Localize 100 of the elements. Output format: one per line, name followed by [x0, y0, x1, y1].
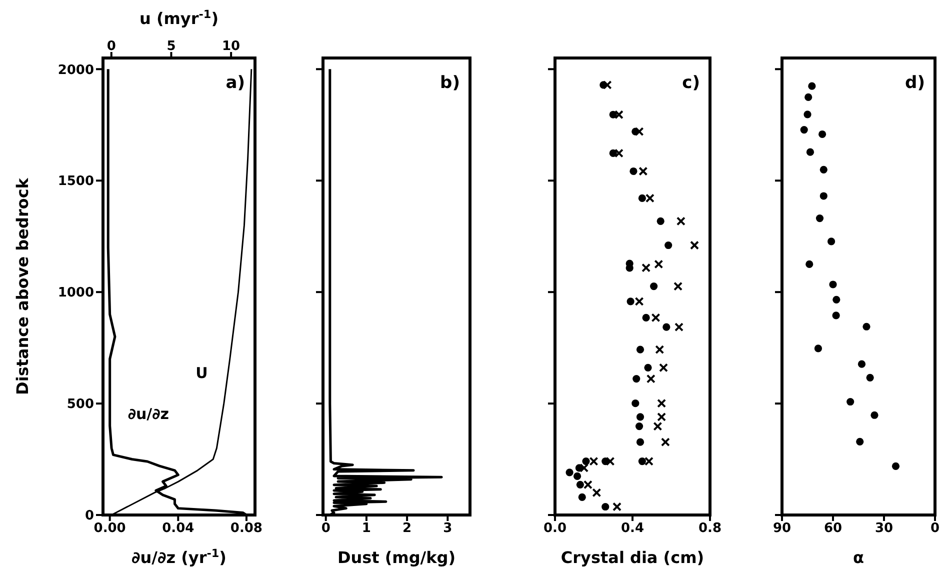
x2-tick-label: 0	[106, 39, 116, 54]
point	[656, 217, 664, 225]
x-tick-label: 0.4	[620, 521, 644, 536]
point	[626, 298, 634, 306]
x-tick-label: 0.04	[162, 521, 194, 536]
point	[650, 282, 658, 290]
point	[676, 216, 686, 226]
point	[892, 462, 900, 470]
point	[654, 260, 664, 269]
point	[856, 438, 864, 446]
point	[870, 411, 878, 419]
point	[602, 502, 610, 511]
annotation: d)	[905, 73, 925, 93]
point	[638, 457, 646, 466]
x2-axis-title: u (myr$^{-1}$)	[139, 8, 219, 28]
point	[614, 110, 624, 120]
x-tick-label: 90	[772, 521, 792, 536]
y-tick-label: 2000	[58, 62, 94, 78]
point	[832, 296, 840, 304]
point	[674, 322, 684, 332]
x-tick-label: 0	[930, 521, 940, 536]
point	[657, 398, 666, 408]
point	[820, 166, 828, 174]
point	[602, 80, 612, 90]
x2-tick-label: 10	[222, 39, 240, 54]
point	[638, 194, 646, 202]
point	[846, 398, 854, 406]
point	[829, 280, 837, 288]
point	[832, 312, 840, 320]
point	[866, 374, 874, 382]
point	[578, 493, 586, 501]
x-tick-label: 60	[824, 521, 842, 536]
point	[828, 238, 836, 246]
x-axis-title: Dust (mg/kg)	[337, 548, 456, 567]
point	[645, 194, 654, 203]
point	[808, 82, 816, 90]
point	[612, 502, 622, 512]
annotation: a)	[226, 73, 245, 93]
x-axis-title: α	[853, 548, 864, 567]
point	[660, 438, 670, 447]
point	[606, 456, 615, 466]
point	[632, 374, 640, 383]
point	[662, 323, 670, 331]
point	[674, 282, 683, 291]
point	[642, 314, 650, 322]
point	[651, 313, 660, 322]
point	[690, 240, 699, 250]
x-tick-label: 2	[402, 521, 412, 536]
annotation: b)	[440, 73, 460, 93]
point	[858, 360, 866, 368]
x-tick-label: 30	[874, 521, 894, 536]
point	[800, 126, 808, 134]
x2-tick-label: 5	[166, 39, 176, 54]
point	[816, 214, 824, 222]
point	[636, 346, 644, 354]
point	[814, 344, 822, 352]
point	[653, 422, 662, 431]
x-tick-label: 0.0	[543, 521, 567, 536]
series-label: U	[196, 364, 208, 382]
x-tick-label: 0.08	[230, 521, 262, 536]
x-tick-label: 3	[443, 521, 452, 536]
point	[804, 110, 812, 118]
point	[862, 322, 870, 330]
point	[642, 263, 651, 272]
point	[644, 364, 652, 372]
point	[644, 456, 654, 466]
point	[806, 260, 814, 268]
point	[566, 468, 574, 476]
point	[580, 463, 589, 472]
point	[806, 148, 814, 156]
point	[632, 400, 640, 408]
point	[659, 363, 668, 372]
x-tick-label: 1	[362, 521, 371, 536]
point	[573, 472, 582, 480]
y-tick-label: 500	[66, 397, 94, 412]
series-label: ∂u/∂z	[128, 405, 170, 424]
y-tick-label: 1500	[58, 174, 94, 190]
point	[609, 149, 617, 157]
point	[655, 345, 664, 354]
point	[636, 413, 644, 421]
point	[804, 93, 812, 102]
x-tick-label: 0.00	[94, 521, 126, 536]
point	[657, 412, 666, 422]
point	[630, 167, 638, 176]
x-axis-title: ∂u/∂z (yr$^{-1}$)	[132, 546, 226, 567]
point	[576, 480, 584, 488]
x-tick-label: 0	[321, 521, 330, 536]
point	[636, 438, 644, 446]
point	[638, 166, 648, 176]
point	[582, 457, 590, 466]
annotation: c)	[682, 73, 700, 93]
point	[583, 480, 592, 490]
point	[646, 374, 656, 384]
point	[664, 241, 672, 250]
point	[609, 110, 617, 118]
point	[634, 296, 644, 306]
point	[589, 456, 598, 466]
point	[614, 148, 624, 158]
x-axis-title: Crystal dia (cm)	[560, 548, 704, 567]
y-tick-label: 1000	[58, 286, 94, 301]
